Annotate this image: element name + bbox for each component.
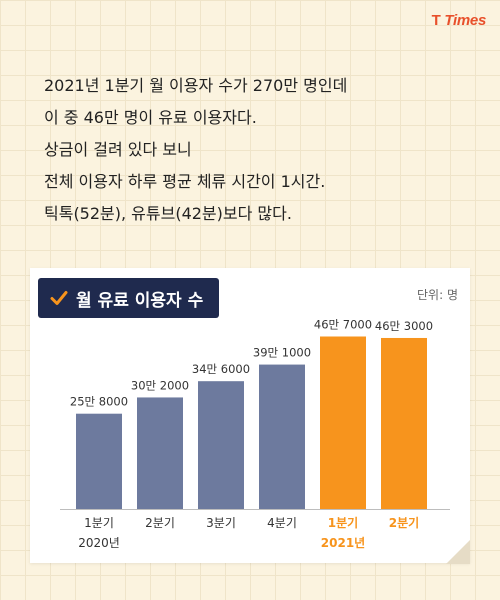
tick-label: 2분기	[145, 516, 175, 530]
bar	[259, 364, 305, 509]
intro-line: 2021년 1분기 월 이용자 수가 270만 명인데	[44, 76, 348, 95]
year-label: 2021년	[321, 536, 365, 550]
bar	[137, 397, 183, 509]
tick-label: 2분기	[389, 515, 419, 530]
bar	[76, 413, 122, 509]
logo-mark: T	[431, 12, 441, 29]
data-label: 46만 7000	[314, 317, 372, 331]
tick-label: 1분기	[328, 515, 358, 530]
bar	[320, 336, 366, 509]
intro-line: 전체 이용자 하루 평균 체류 시간이 1시간.	[44, 172, 326, 191]
data-label: 30만 2000	[131, 378, 189, 392]
bar-chart: 25만 8000 1분기 2020년 30만 2000 2분기 34만 6000 3분기 39…	[60, 317, 450, 550]
bar	[381, 337, 427, 509]
data-label: 34만 6000	[192, 362, 250, 376]
data-label: 46만 3000	[375, 319, 433, 333]
data-label: 39만 1000	[253, 346, 311, 360]
intro-line: 이 중 46만 명이 유료 이용자다.	[44, 108, 257, 127]
chart-title: 월 유료 이용자 수	[76, 290, 204, 311]
brand-logo: T Times	[431, 12, 487, 29]
logo-text: Times	[444, 12, 486, 29]
tick-label: 3분기	[206, 516, 236, 530]
page-curl	[446, 540, 470, 564]
intro-line: 틱톡(52분), 유튜브(42분)보다 많다.	[44, 204, 292, 223]
unit-label: 단위: 명	[417, 288, 458, 302]
chart-card: 월 유료 이용자 수 단위: 명 25만 8000 1분기 2020년 30만 200…	[30, 268, 470, 563]
bar	[198, 381, 244, 509]
intro-line: 상금이 걸려 있다 보니	[44, 140, 192, 159]
check-icon	[50, 291, 68, 305]
tick-label: 4분기	[267, 516, 297, 530]
year-label: 2020년	[78, 536, 120, 550]
intro-text: 2021년 1분기 월 이용자 수가 270만 명인데 이 중 46만 명이 유…	[44, 70, 464, 230]
chart-title-box: 월 유료 이용자 수	[38, 278, 220, 318]
tick-label: 1분기	[84, 516, 114, 530]
data-label: 25만 8000	[70, 395, 128, 409]
